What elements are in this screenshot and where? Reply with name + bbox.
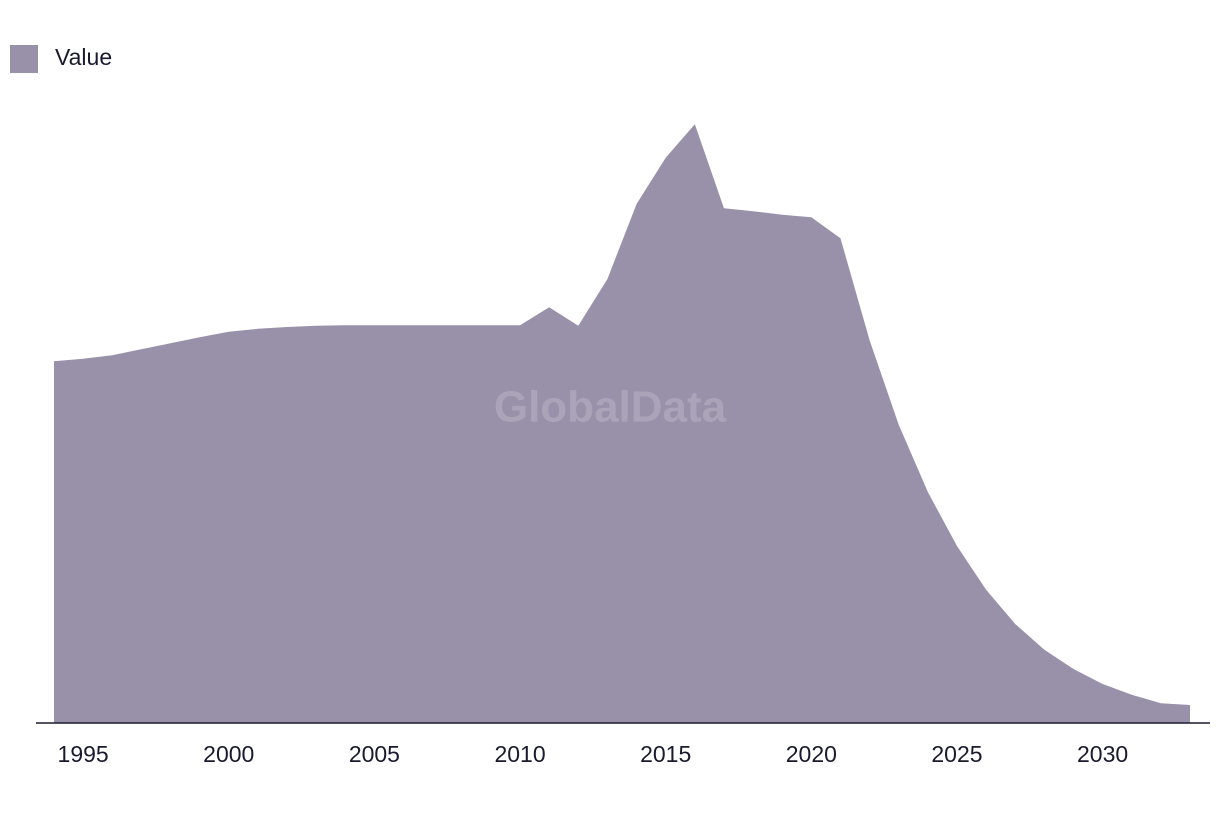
x-tick-label: 2010 — [494, 741, 545, 767]
x-tick-label: 2025 — [931, 741, 982, 767]
area — [54, 124, 1190, 723]
x-tick-label: 2015 — [640, 741, 691, 767]
x-tick-label: 2005 — [349, 741, 400, 767]
x-tick-label: 2030 — [1077, 741, 1128, 767]
x-tick-label: 1995 — [58, 741, 109, 767]
legend-swatch — [10, 45, 38, 73]
legend-label: Value — [55, 44, 112, 70]
watermark: GlobalData — [494, 383, 727, 432]
x-tick-label: 2020 — [786, 741, 837, 767]
x-tick-label: 2000 — [203, 741, 254, 767]
